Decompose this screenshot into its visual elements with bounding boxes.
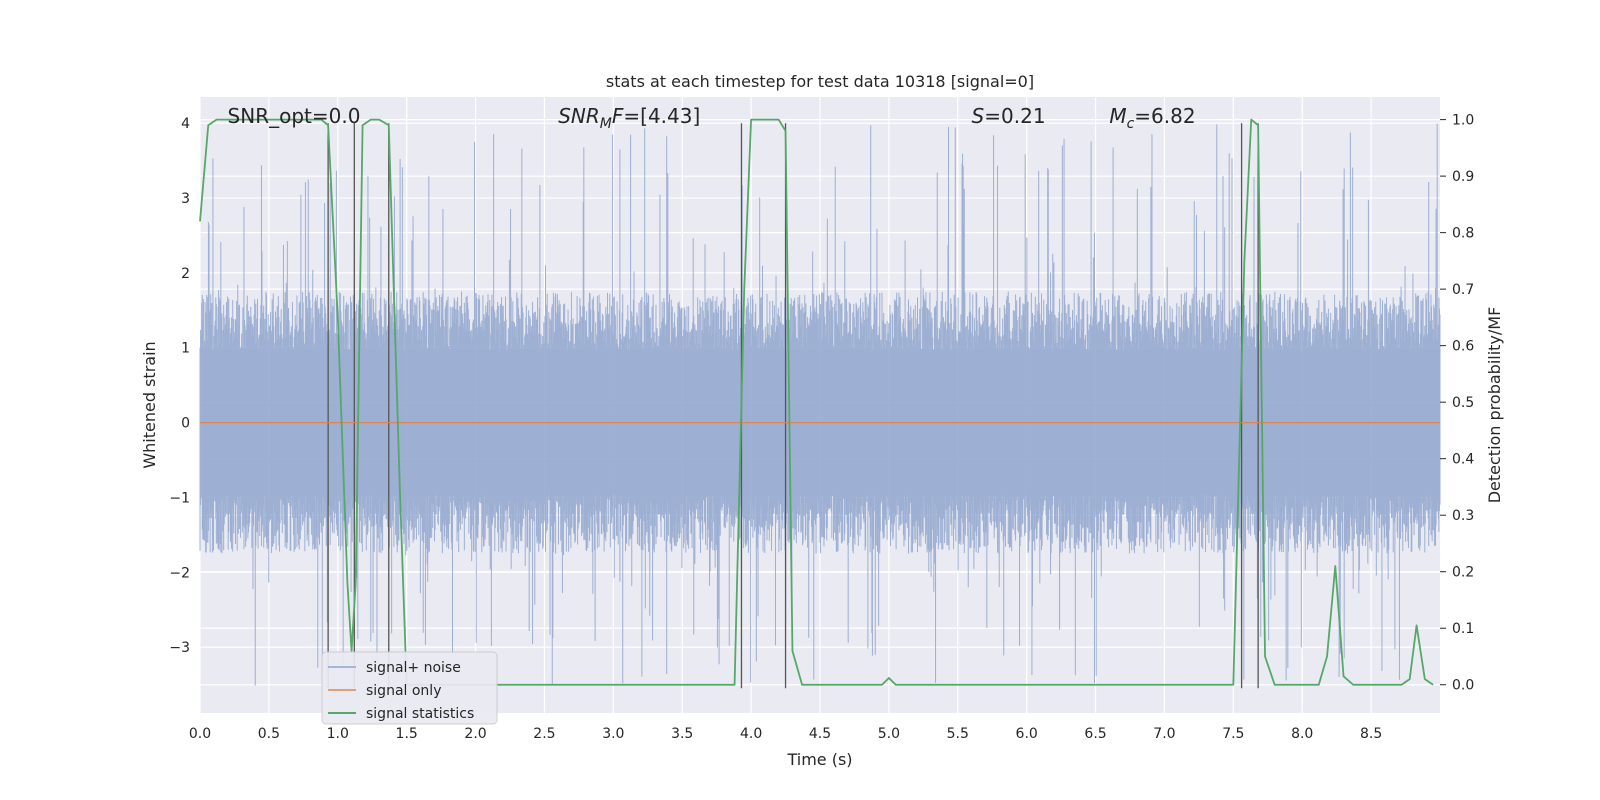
y-tick-label: −3: [169, 640, 190, 656]
annotations: SNR_opt=0.0 SNRMF=[4.43] S=0.21 Mc=6.82: [228, 104, 1196, 132]
y-tick-label: 4: [181, 116, 190, 132]
y2-tick-label: 0.9: [1452, 169, 1474, 185]
signal-statistics-line: [199, 118, 1434, 686]
annotation-1: SNRMF=[4.43]: [558, 104, 700, 132]
x-tick-label: 6.5: [1084, 726, 1106, 742]
y2-tick-label: 0.8: [1452, 226, 1474, 242]
y2-tick-label: 0.6: [1452, 339, 1474, 355]
x-tick-label: 8.0: [1291, 726, 1313, 742]
legend: signal+ noise signal only signal statistic…: [321, 651, 498, 725]
x-tick-label: 0.5: [258, 726, 280, 742]
x-tick-label: 4.0: [740, 726, 762, 742]
x-tick-label: 6.0: [1016, 726, 1038, 742]
x-tick-label: 7.5: [1222, 726, 1244, 742]
legend-label-2: signal statistics: [366, 706, 474, 722]
y-tick-label: 3: [181, 191, 190, 207]
x-axis-label: Time (s): [786, 750, 852, 769]
annotation-3: Mc=6.82: [1109, 104, 1195, 132]
y2-tick-label: 0.2: [1452, 565, 1474, 581]
y-tick-label: 2: [181, 266, 190, 282]
y-tick-label: 0: [181, 416, 190, 432]
y2-tick-label: 1.0: [1452, 113, 1474, 129]
x-tick-label: 7.0: [1153, 726, 1175, 742]
y2-tick-label: 0.4: [1452, 452, 1474, 468]
y2-tick-label: 0.7: [1452, 282, 1474, 298]
y-tick-label: −2: [169, 565, 190, 581]
annotation-0: SNR_opt=0.0: [228, 104, 361, 128]
y2-tick-label: 0.3: [1452, 508, 1474, 524]
y2-axis-label: Detection probability/MF: [1485, 307, 1504, 504]
x-tick-label: 3.5: [671, 726, 693, 742]
axes: 0.0 0.5 1.0 1.5 2.0 2.5 3.0 3.5 4.0 4.5 5.0 5.5 6.0 6…: [169, 113, 1474, 742]
x-tick-label: 5.0: [878, 726, 900, 742]
x-tick-label: 2.0: [464, 726, 486, 742]
y-tick-label: −1: [169, 490, 190, 506]
x-tick-label: 1.5: [396, 726, 418, 742]
y2-tick-label: 0.0: [1452, 678, 1474, 694]
annotation-2: S=0.21: [972, 104, 1046, 128]
x-tick-label: 3.0: [602, 726, 624, 742]
legend-label-0: signal+ noise: [366, 660, 461, 676]
x-tick-label: 4.5: [809, 726, 831, 742]
x-tick-label: 5.5: [947, 726, 969, 742]
x-tick-label: 8.5: [1360, 726, 1382, 742]
x-tick-label: 0.0: [189, 726, 211, 742]
y-axis-label: Whitened strain: [140, 341, 159, 468]
y-tick-label: 1: [181, 341, 190, 357]
y2-tick-label: 0.5: [1452, 395, 1474, 411]
legend-label-1: signal only: [366, 683, 441, 699]
x-tick-label: 2.5: [533, 726, 555, 742]
chart-title: stats at each timestep for test data 103…: [606, 72, 1034, 91]
y2-tick-label: 0.1: [1452, 621, 1474, 637]
x-tick-label: 1.0: [327, 726, 349, 742]
lines-layer: [199, 118, 1440, 689]
legend-box: [321, 651, 498, 725]
